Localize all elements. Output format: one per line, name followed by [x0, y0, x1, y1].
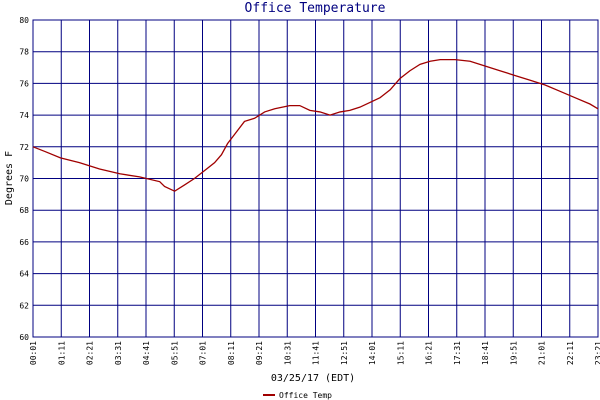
x-tick-label: 04:41 [142, 341, 151, 365]
y-tick-label: 64 [19, 270, 29, 279]
x-tick-label: 16:21 [425, 341, 434, 365]
y-axis-label: Degrees F [4, 151, 15, 205]
x-tick-label: 00:01 [29, 341, 38, 365]
x-tick-label: 22:11 [566, 341, 575, 365]
y-tick-label: 60 [19, 333, 29, 342]
legend-label: Office Temp [279, 391, 332, 400]
x-tick-label: 07:01 [199, 341, 208, 365]
y-tick-label: 74 [19, 111, 29, 120]
x-tick-label: 11:41 [312, 341, 321, 365]
x-tick-label: 08:11 [227, 341, 236, 365]
x-tick-label: 05:51 [170, 341, 179, 365]
y-tick-label: 66 [19, 238, 29, 247]
x-tick-label: 17:31 [453, 341, 462, 365]
y-tick-label: 62 [19, 301, 29, 310]
x-tick-label: 23:21 [594, 341, 600, 365]
x-tick-label: 19:51 [509, 341, 518, 365]
x-tick-label: 10:31 [283, 341, 292, 365]
x-tick-label: 09:21 [255, 341, 264, 365]
chart-title: Office Temperature [245, 1, 386, 16]
y-tick-label: 70 [19, 175, 29, 184]
x-tick-label: 21:01 [538, 341, 547, 365]
x-tick-label: 15:11 [396, 341, 405, 365]
y-tick-label: 78 [19, 48, 29, 57]
x-tick-label: 02:21 [86, 341, 95, 365]
x-tick-label: 01:11 [57, 341, 66, 365]
data-line [32, 58, 599, 192]
x-tick-label: 14:01 [368, 341, 377, 365]
x-tick-label: 18:41 [481, 341, 490, 365]
x-axis-label: 03/25/17 (EDT) [271, 373, 355, 384]
y-tick-label: 68 [19, 206, 29, 215]
y-tick-label: 72 [19, 143, 29, 152]
x-tick-label: 03:31 [114, 341, 123, 365]
y-tick-label: 76 [19, 79, 29, 88]
y-tick-label: 80 [19, 16, 29, 25]
x-tick-label: 12:51 [340, 341, 349, 365]
